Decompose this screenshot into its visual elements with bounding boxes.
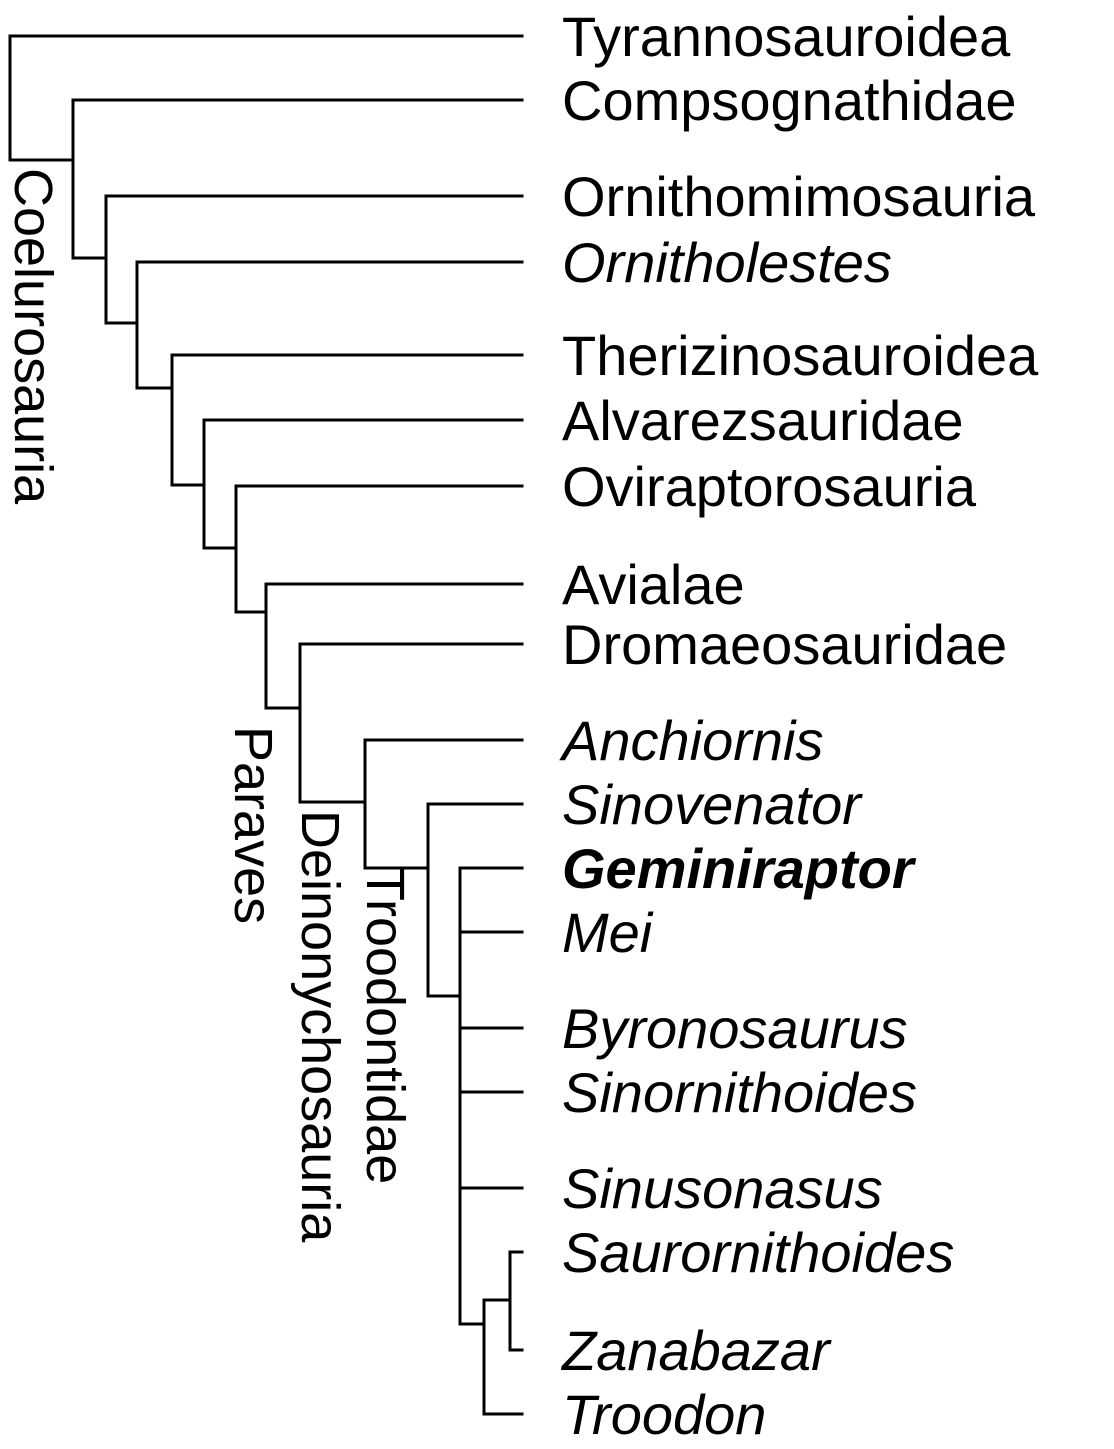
taxon-label-anchiornis: Anchiornis <box>559 709 823 772</box>
taxon-label-mei: Mei <box>562 901 654 964</box>
clade-label-deinonychosauria: Deinonychosauria <box>290 810 350 1243</box>
taxon-label-zanabazar: Zanabazar <box>560 1319 832 1382</box>
taxon-label-ornitholestes: Ornitholestes <box>562 231 892 294</box>
taxon-label-alvarezsauridae: Alvarezsauridae <box>562 389 964 452</box>
taxon-label-sinusonasus: Sinusonasus <box>562 1157 883 1220</box>
taxon-label-troodon: Troodon <box>562 1383 766 1446</box>
taxon-label-dromaeosauridae: Dromaeosauridae <box>562 613 1007 676</box>
clade-labels: Coelurosauria Paraves Deinonychosauria Troo… <box>3 168 415 1243</box>
taxon-label-therizinosauroidea: Therizinosauroidea <box>562 324 1039 387</box>
taxon-label-oviraptorosauria: Oviraptorosauria <box>562 455 977 518</box>
taxon-label-ornithomimosauria: Ornithomimosauria <box>562 165 1036 228</box>
cladogram-branches <box>8 34 524 1416</box>
clade-label-paraves: Paraves <box>223 726 283 924</box>
taxon-label-sinovenator: Sinovenator <box>562 773 863 836</box>
clade-label-coelurosauria: Coelurosauria <box>3 168 63 505</box>
taxon-label-sinornithoides: Sinornithoides <box>562 1061 917 1124</box>
taxon-label-saurornithoides: Saurornithoides <box>562 1221 954 1284</box>
taxon-label-byronosaurus: Byronosaurus <box>562 997 908 1060</box>
taxon-label-avialae: Avialae <box>562 553 745 616</box>
taxon-label-compsognathidae: Compsognathidae <box>562 69 1017 132</box>
clade-label-troodontidae: Troodontidae <box>355 868 415 1184</box>
taxon-label-geminiraptor: Geminiraptor <box>562 837 917 900</box>
taxon-label-tyrannosauroidea: Tyrannosauroidea <box>562 5 1011 68</box>
